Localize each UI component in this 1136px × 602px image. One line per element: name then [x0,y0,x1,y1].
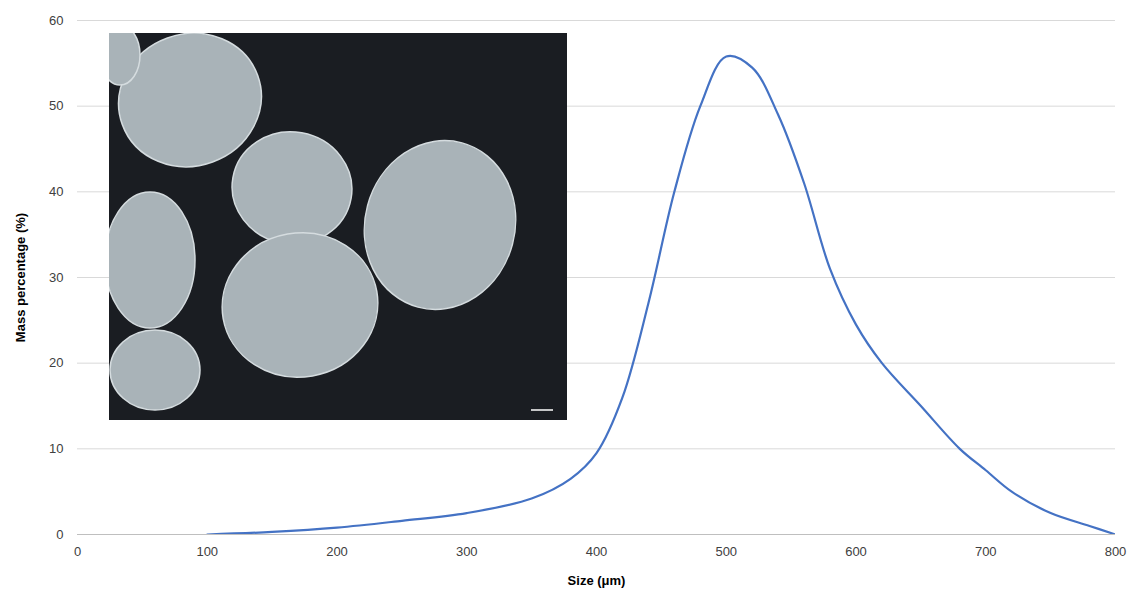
svg-text:200: 200 [326,544,348,559]
svg-text:Size (μm): Size (μm) [568,573,626,588]
svg-text:Mass percentage (%): Mass percentage (%) [13,213,28,342]
svg-text:500: 500 [715,544,737,559]
svg-text:100: 100 [196,544,218,559]
svg-text:30: 30 [49,270,63,285]
svg-text:50: 50 [49,98,63,113]
svg-text:0: 0 [74,544,81,559]
svg-text:300: 300 [456,544,478,559]
svg-text:20: 20 [49,355,63,370]
svg-text:700: 700 [975,544,997,559]
svg-text:400: 400 [586,544,608,559]
svg-text:60: 60 [49,13,63,28]
svg-text:600: 600 [845,544,867,559]
svg-text:0: 0 [56,527,63,542]
svg-text:800: 800 [1105,544,1127,559]
svg-text:40: 40 [49,184,63,199]
svg-text:10: 10 [49,441,63,456]
